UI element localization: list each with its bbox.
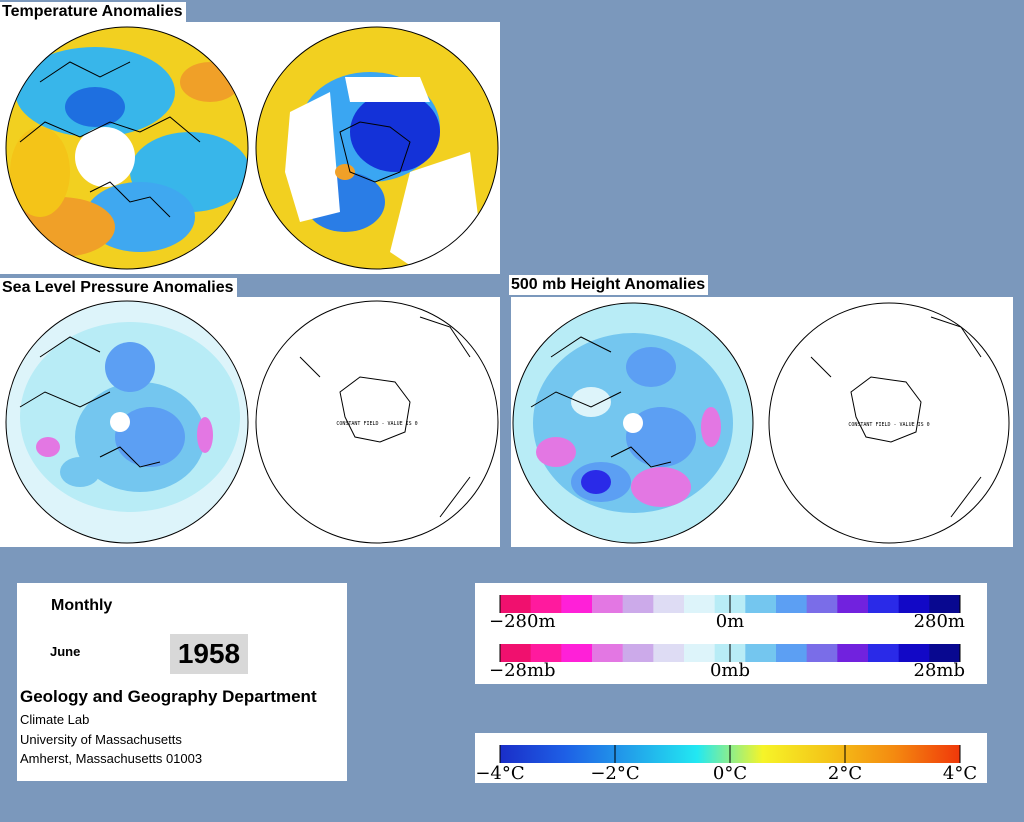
slp-south-hemisphere-map: CONSTANT FIELD - VALUE IS 0 [255,300,499,544]
temp-label-plus4: 4°C [943,763,977,783]
pressure-swatch [837,644,869,662]
info-box: Monthly June 1958 Geology and Geography … [17,583,347,781]
height-swatch [500,595,532,613]
temperature-anomalies-title: Temperature Anomalies [0,2,186,22]
pressure-swatch [929,644,961,662]
sea-level-pressure-panel: CONSTANT FIELD - VALUE IS 0 [0,297,500,547]
pressure-swatch [745,644,777,662]
university-label: University of Massachusetts [20,732,182,747]
temperature-north-hemisphere-map [6,27,248,269]
frequency-label: Monthly [51,597,113,614]
temp-label-plus2: 2°C [828,763,862,783]
lab-label: Climate Lab [20,712,90,727]
pressure-swatch [806,644,838,662]
height-swatch [530,595,562,613]
temp-label-minus4: −4°C [475,763,524,783]
pressure-swatch [530,644,562,662]
address-label: Amherst, Massachusetts 01003 [20,751,203,766]
pressure-swatch [653,644,685,662]
height-swatch [776,595,808,613]
slp-constant-field-note: CONSTANT FIELD - VALUE IS 0 [336,421,417,427]
height-swatch [561,595,593,613]
pressure-swatch [898,644,930,662]
height-swatch [653,595,685,613]
height-swatch [868,595,900,613]
month-label: June [50,644,81,659]
height-swatch [837,595,869,613]
height-swatch [622,595,654,613]
sea-level-pressure-title: Sea Level Pressure Anomalies [0,278,237,298]
temperature-panel [0,22,500,274]
height-swatch [745,595,777,613]
slp-north-hemisphere-map [6,301,248,543]
department-label: Geology and Geography Department [20,687,317,706]
pressure-swatch [500,644,532,662]
height-swatch [684,595,716,613]
pressure-swatch [868,644,900,662]
pressure-label-min: −28mb [489,660,556,681]
height-constant-field-note: CONSTANT FIELD - VALUE IS 0 [848,422,929,428]
height-swatch [929,595,961,613]
year-label: 1958 [170,634,248,674]
height-pressure-legend: −280m 0m 280m −28mb 0mb 28mb [475,583,987,684]
pressure-label-max: 28mb [914,660,966,681]
pressure-swatch [776,644,808,662]
height-south-hemisphere-map: CONSTANT FIELD - VALUE IS 0 [768,302,1010,544]
height-label-min: −280m [489,611,556,632]
height-label-zero: 0m [716,611,745,632]
height-label-max: 280m [914,611,965,632]
pressure-swatch [592,644,624,662]
pressure-swatch [622,644,654,662]
temp-label-zero: 0°C [713,763,747,783]
height-swatch [898,595,930,613]
height-swatch [592,595,624,613]
temperature-legend: −4°C −2°C 0°C 2°C 4°C [475,733,987,783]
temp-label-minus2: −2°C [590,763,639,783]
pressure-swatch [684,644,716,662]
height-anomalies-panel: CONSTANT FIELD - VALUE IS 0 [511,297,1013,547]
height-swatch [806,595,838,613]
pressure-label-zero: 0mb [710,660,750,681]
height-color-bar [499,595,961,613]
temperature-south-hemisphere-map [256,27,498,269]
height-anomalies-title: 500 mb Height Anomalies [509,275,709,295]
pressure-color-bar [499,644,961,662]
height-north-hemisphere-map [513,303,753,543]
pressure-swatch [561,644,593,662]
